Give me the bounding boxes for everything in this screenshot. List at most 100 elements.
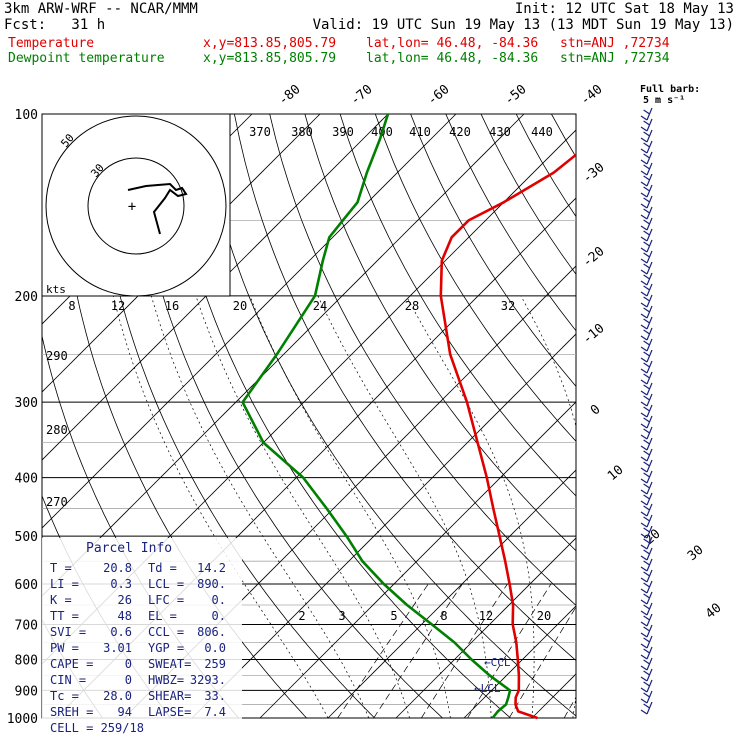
parcel-info-title: Parcel Info [86,541,172,556]
hodograph-trace [127,182,188,235]
parcel-value: 806. [197,625,226,639]
wind-barb [640,294,653,308]
dry-adiabat-line [480,114,576,275]
mixing-ratio-label: 8 [440,609,447,623]
temperature-tick-label: 0 [588,402,604,419]
hodograph-center: + [128,199,136,215]
wind-barbs [640,107,653,715]
mixing-ratio-label: 5 [390,609,397,623]
wind-barb [640,316,653,330]
wetbulb-label: 12 [111,299,125,313]
mixing-ratio-line [337,583,429,719]
pressure-tick-label: 800 [15,653,38,668]
parcel-key: YGP = [148,641,184,655]
wind-barb [640,393,653,407]
moist-adiabat-line [317,295,492,719]
theta-e-label: 280 [46,423,68,437]
dry-adiabat-line [304,114,576,552]
parcel-value: 26 [118,593,132,607]
dry-adiabat-line [692,114,740,718]
parcel-key: K = [50,593,72,607]
parcel-key: LCL = [148,577,184,591]
parcel-value: 0 [125,673,132,687]
wind-barb [640,448,653,462]
parcel-value: 3293. [190,673,226,687]
parcel-value: 14.2 [197,561,226,575]
temperature-tick-label: -10 [580,321,608,348]
wind-barb [640,140,653,154]
isotherm-line [191,333,576,719]
parcel-value: 94 [118,705,132,719]
parcel-cell: CELL = 259/18 [50,721,144,735]
legend-dewpoint-stn: stn=ANJ ,72734 [560,51,670,66]
wind-barb [640,129,653,143]
parcel-key: T = [50,561,72,575]
theta-label: 430 [489,125,511,139]
legend-temperature-latlon: lat,lon= 46.48, -84.36 [366,36,539,51]
temperature-tick-label: -60 [425,82,453,109]
wind-barb [640,624,653,638]
dry-adiabat-line [410,114,576,387]
pressure-tick-label: 900 [15,684,38,699]
wind-barb [640,261,653,275]
temperature-tick-label: -70 [348,82,376,109]
parcel-key: SREH = [50,705,93,719]
hodograph-ring-50 [45,115,227,296]
wind-barb [640,580,653,594]
parcel-value: 0.3 [110,577,132,591]
moist-adiabat-line [614,296,664,718]
wind-barb [640,569,653,583]
dry-adiabat-line [657,114,740,718]
wind-barb [640,481,653,495]
temperature-tick-label: 10 [605,463,627,485]
wind-barb [640,514,653,528]
isotherm-line [259,401,576,719]
isotherm-line [327,469,576,719]
wind-barb [640,657,653,671]
mixing-ratio-label: 12 [479,609,493,623]
wind-barb [640,547,653,561]
wind-barb [640,536,653,550]
chart-title: 3km ARW-WRF -- NCAR/MMM [4,1,198,17]
dry-adiabat-line [622,114,740,718]
wind-barb [640,206,653,220]
parcel-value: 0. [212,593,226,607]
init-time: Init: 12 UTC Sat 18 May 13 [514,1,734,17]
wind-barb [640,646,653,660]
parcel-key: EL = [148,609,177,623]
wind-barb [640,151,653,165]
isotherm-line [736,114,740,718]
wind-barb [640,690,653,704]
forecast-hour: Fcst: 31 h [4,17,106,33]
mixing-ratio-label: 2 [298,609,305,623]
theta-label: 370 [249,125,271,139]
dry-adiabat-line [339,114,576,497]
isotherm-line [668,114,740,718]
wetbulb-label: 20 [233,299,247,313]
wind-barb [640,250,653,264]
legend-temperature-label: Temperature [8,36,95,51]
mixing-ratio-line [508,606,576,719]
wind-barb [640,371,653,385]
dry-adiabat-line [515,114,576,218]
legend-dewpoint-xy: x,y=813.85,805.79 [203,51,337,66]
parcel-value: 3.01 [103,641,132,655]
legend-dewpoint-latlon: lat,lon= 46.48, -84.36 [366,51,539,66]
wind-barb [640,173,653,187]
parcel-key: TT = [50,609,79,623]
legend-temperature-stn: stn=ANJ ,72734 [560,36,670,51]
temperature-tick-label: -50 [502,82,530,109]
dry-adiabat-line [234,114,576,661]
isotherm-line [42,114,389,461]
pressure-tick-label: 300 [15,396,38,411]
parcel-key: LAPSE= [148,705,191,719]
pressure-tick-label: 100 [15,108,38,123]
parcel-key: CAPE = [50,657,93,671]
hodograph-ring-30 [87,157,185,255]
theta-label: 380 [291,125,313,139]
mixing-ratio-line [373,583,463,719]
wind-barb [640,360,653,374]
wind-barb [640,338,653,352]
